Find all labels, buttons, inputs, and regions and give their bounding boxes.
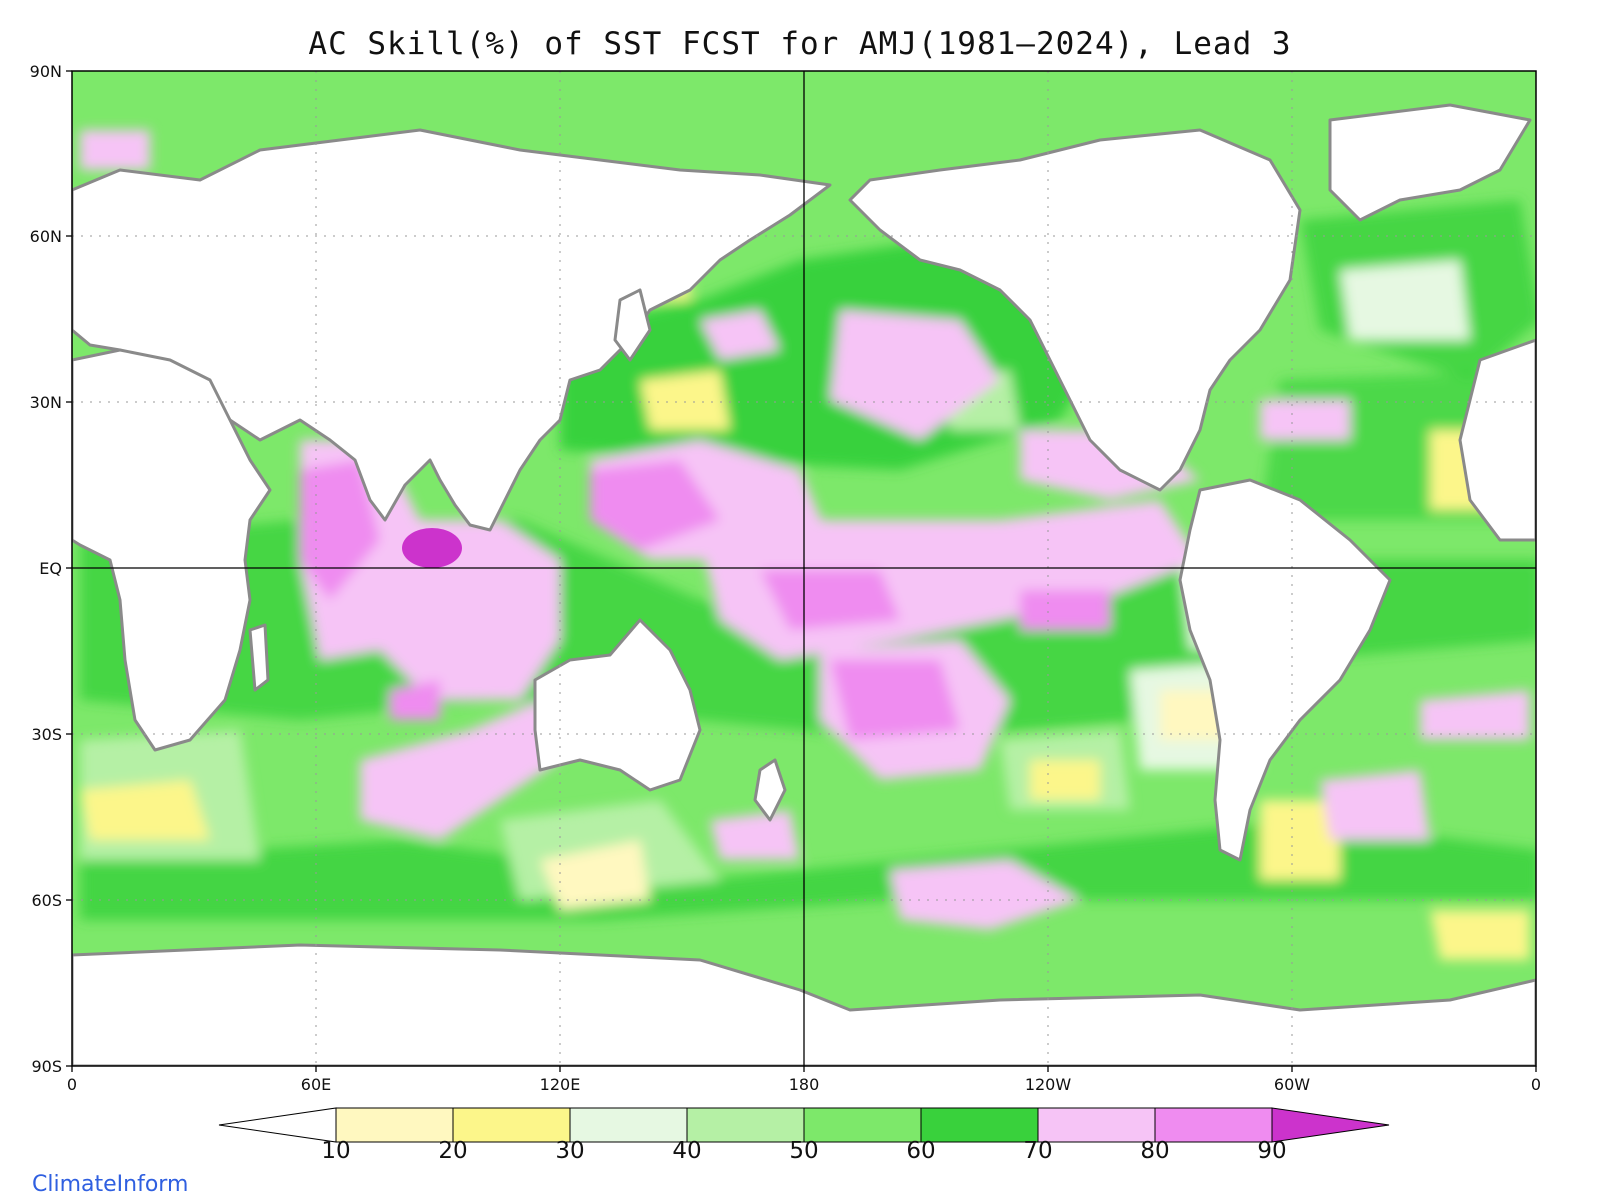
land-africa bbox=[72, 348, 272, 752]
colorbar-label: 50 bbox=[789, 1138, 819, 1164]
lon-label: 180 bbox=[788, 1075, 820, 1094]
lon-label: 120W bbox=[1024, 1075, 1072, 1094]
colorbar-arrow-high bbox=[1271, 1107, 1390, 1143]
land-north-america bbox=[848, 128, 1302, 492]
colorbar-label: 90 bbox=[1257, 1138, 1287, 1164]
colorbar-label: 80 bbox=[1140, 1138, 1170, 1164]
lat-label: 60N bbox=[29, 227, 62, 246]
land-new-zealand bbox=[753, 758, 787, 822]
colorbar-swatch bbox=[920, 1107, 1039, 1143]
map-title: AC Skill(%) of SST FCST for AMJ(1981–202… bbox=[308, 26, 1292, 62]
lat-label: 60S bbox=[31, 891, 62, 910]
colorbar-label: 70 bbox=[1023, 1138, 1053, 1164]
land-japan bbox=[613, 288, 652, 362]
land-greenland bbox=[1328, 103, 1532, 222]
land-west-africa-edge bbox=[1458, 338, 1536, 542]
lon-label: 0 bbox=[66, 1075, 78, 1094]
colorbar-label: 20 bbox=[438, 1138, 468, 1164]
lon-label: 0 bbox=[1530, 1075, 1542, 1094]
colorbar-swatch bbox=[1037, 1107, 1156, 1143]
lat-label: 30S bbox=[31, 725, 62, 744]
colorbar-arrow-low bbox=[218, 1107, 337, 1143]
axis-ticks bbox=[66, 70, 1537, 1072]
colorbar-swatch bbox=[452, 1107, 571, 1143]
lat-label: 90N bbox=[29, 62, 62, 81]
lat-lon-grid bbox=[72, 71, 1536, 1066]
colorbar-label: 40 bbox=[672, 1138, 702, 1164]
colorbar-swatch bbox=[803, 1107, 922, 1143]
lat-label: 30N bbox=[29, 393, 62, 412]
lon-label: 60E bbox=[300, 1075, 332, 1094]
colorbar-label: 10 bbox=[321, 1138, 351, 1164]
colorbar-label: 60 bbox=[906, 1138, 936, 1164]
lon-label: 60W bbox=[1273, 1075, 1311, 1094]
land-madagascar bbox=[248, 623, 270, 692]
colorbar-swatch bbox=[686, 1107, 805, 1143]
colorbar-label: 30 bbox=[555, 1138, 585, 1164]
colorbar bbox=[218, 1107, 1390, 1143]
lat-label: EQ bbox=[39, 559, 62, 578]
land-australia bbox=[533, 618, 702, 792]
lon-label: 120E bbox=[539, 1075, 581, 1094]
lat-label: 90S bbox=[31, 1057, 62, 1076]
land-south-america bbox=[1178, 478, 1392, 862]
land-eurasia bbox=[72, 128, 832, 532]
credit-label: ClimateInform bbox=[32, 1172, 189, 1197]
peak-skill-region bbox=[402, 528, 462, 568]
colorbar-swatch bbox=[569, 1107, 688, 1143]
colorbar-swatch bbox=[335, 1107, 454, 1143]
colorbar-swatch bbox=[1154, 1107, 1273, 1143]
